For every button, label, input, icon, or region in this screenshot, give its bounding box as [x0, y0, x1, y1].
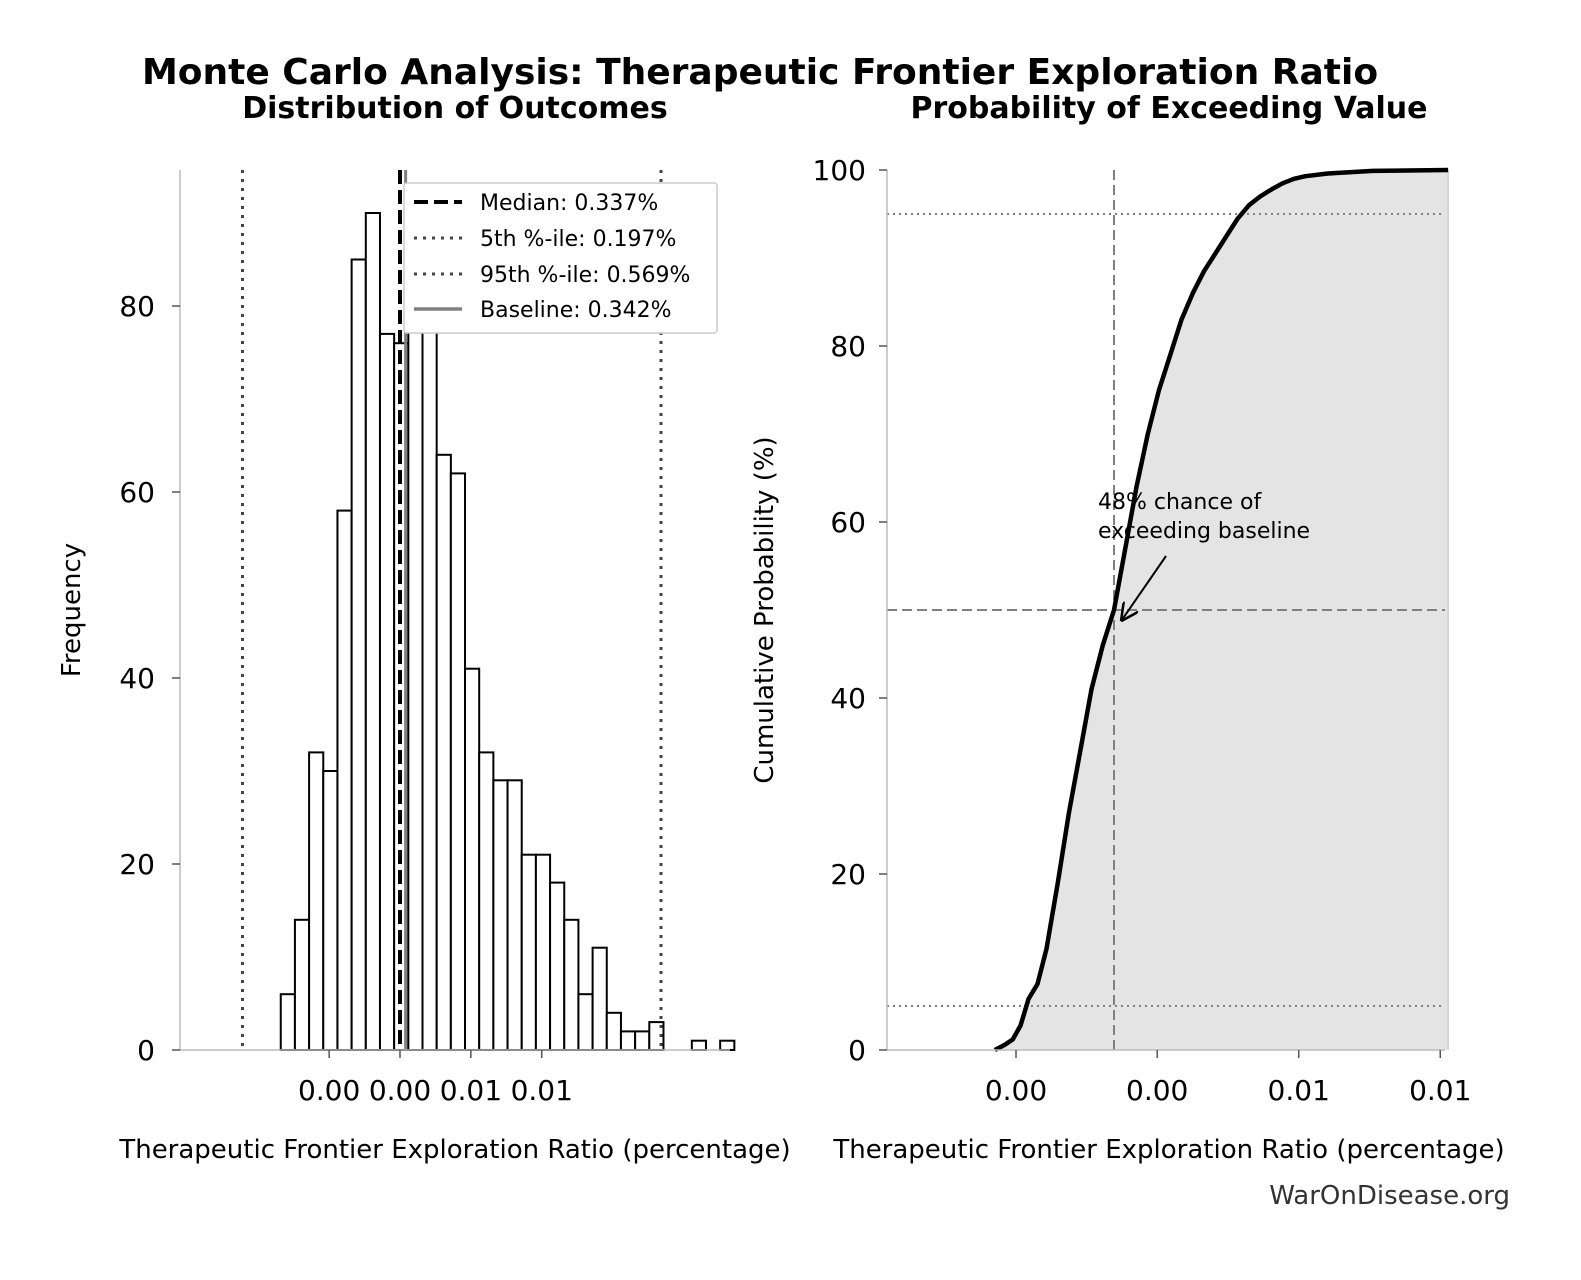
y-tick-label: 40 — [119, 662, 155, 695]
histogram-bar — [591, 946, 608, 1052]
histogram-bar — [279, 993, 296, 1052]
y-tick-label: 100 — [813, 154, 866, 187]
cumulative-title: Probability of Exceeding Value — [910, 91, 1427, 126]
histogram-bar — [577, 993, 594, 1052]
legend-frame — [403, 182, 718, 334]
histogram-bar — [336, 509, 353, 1052]
x-tick-label: 0.00 — [298, 1074, 360, 1107]
x-tick-label: 0.00 — [985, 1074, 1047, 1107]
histogram-bar — [407, 249, 424, 1051]
y-tick-label: 0 — [848, 1034, 866, 1067]
x-tick-label: 0.00 — [1126, 1074, 1188, 1107]
cumulative-y-ticks: 0 20 40 60 80 100 — [813, 154, 887, 1067]
y-tick-label: 80 — [119, 290, 155, 323]
histogram-bar — [350, 258, 367, 1051]
cumulative-panel: Probability of Exceeding Value 0 20 40 60 80… — [750, 91, 1505, 1165]
legend-label-95th: 95th %-ile: 0.569% — [480, 263, 690, 288]
y-tick-label: 20 — [830, 858, 866, 891]
histogram-bar — [634, 1030, 651, 1052]
histogram-title: Distribution of Outcomes — [242, 91, 668, 126]
histogram-bar — [690, 1039, 708, 1051]
histogram-bar — [520, 853, 537, 1052]
histogram-x-label: Therapeutic Frontier Exploration Ratio (… — [118, 1135, 790, 1165]
x-tick-label: 0.01 — [511, 1074, 573, 1107]
histogram-bar — [449, 472, 467, 1051]
histogram-bar — [322, 770, 339, 1051]
y-tick-label: 40 — [830, 682, 866, 715]
histogram-bar — [534, 853, 552, 1052]
histogram-bar — [435, 453, 452, 1051]
histogram-bar — [364, 212, 381, 1051]
histogram-bar — [549, 881, 566, 1051]
histogram-bar — [619, 1030, 637, 1052]
histogram-bar — [308, 751, 325, 1052]
y-tick-label: 20 — [119, 848, 155, 881]
histogram-bar — [464, 667, 481, 1051]
cumulative-x-label: Therapeutic Frontier Exploration Ratio (… — [832, 1135, 1504, 1165]
histogram-bar — [506, 779, 523, 1051]
histogram-x-ticks: 0.00 0.00 0.01 0.01 — [298, 1050, 573, 1107]
annotation-arrow — [1122, 555, 1167, 620]
histogram-y-ticks: 0 20 40 60 80 — [119, 290, 180, 1067]
histogram-bars — [279, 212, 736, 1052]
legend-label-baseline: Baseline: 0.342% — [480, 298, 672, 323]
x-tick-label: 0.01 — [440, 1074, 502, 1107]
histogram-y-label: Frequency — [57, 543, 87, 677]
y-tick-label: 60 — [119, 476, 155, 509]
cumulative-x-ticks: 0.00 0.00 0.01 0.01 — [985, 1050, 1471, 1107]
cumulative-y-label: Cumulative Probability (%) — [750, 436, 780, 783]
x-tick-label: 0.01 — [1409, 1074, 1471, 1107]
y-tick-label: 0 — [137, 1034, 155, 1067]
figure-title: Monte Carlo Analysis: Therapeutic Fronti… — [142, 52, 1378, 93]
y-tick-label: 80 — [830, 330, 866, 363]
histogram-bar — [492, 779, 509, 1051]
histogram-bar — [478, 751, 495, 1052]
histogram-bar — [563, 918, 580, 1051]
histogram-bar — [719, 1039, 736, 1051]
histogram-legend: Median: 0.337% 5th %-ile: 0.197% 95th %-… — [403, 182, 718, 334]
histogram-bar — [605, 1011, 622, 1051]
histogram-bar — [293, 918, 311, 1051]
cumulative-annotation-line-2: exceeding baseline — [1098, 519, 1310, 544]
x-tick-label: 0.00 — [369, 1074, 431, 1107]
x-tick-label: 0.01 — [1268, 1074, 1330, 1107]
cumulative-curve — [993, 167, 1449, 1052]
histogram-bar — [378, 332, 396, 1051]
y-tick-label: 60 — [830, 506, 866, 539]
legend-label-5th: 5th %-ile: 0.197% — [480, 227, 676, 252]
histogram-bar — [421, 258, 438, 1051]
legend-label-median: Median: 0.337% — [480, 191, 658, 216]
cumulative-annotation-line-1: 48% chance of — [1098, 490, 1262, 515]
watermark: WarOnDisease.org — [1269, 1181, 1510, 1211]
